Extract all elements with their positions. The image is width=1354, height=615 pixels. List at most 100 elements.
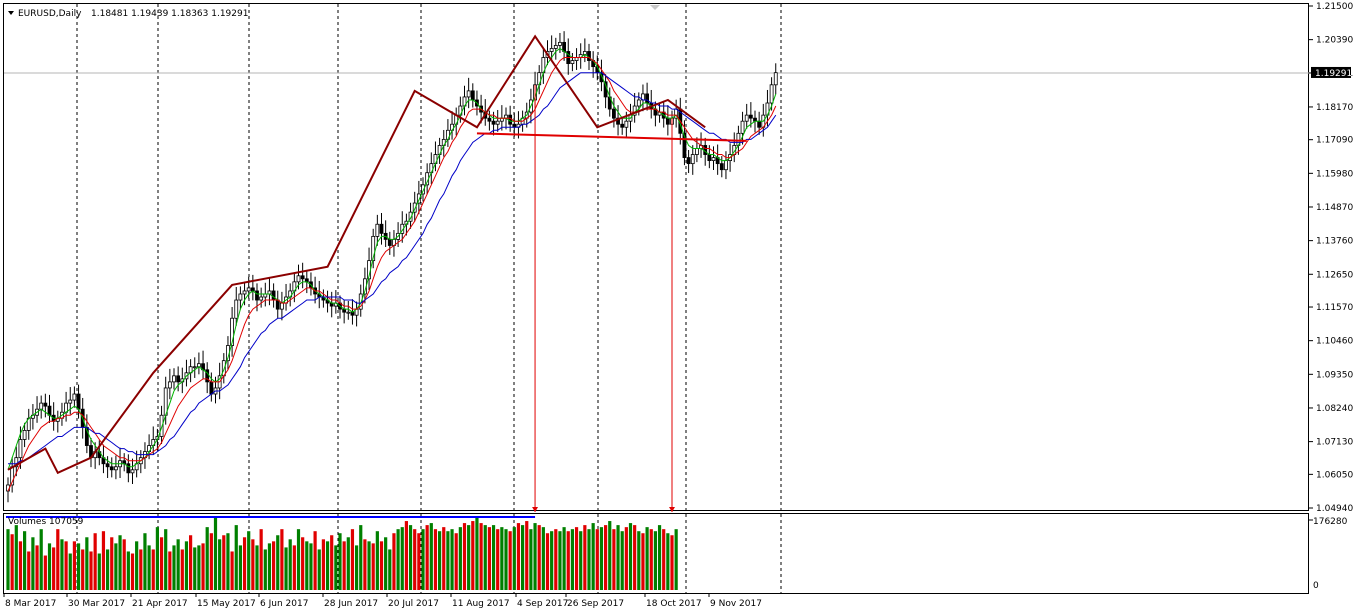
candle-body: [724, 160, 728, 171]
candle-body: [636, 99, 641, 107]
volume-bar: [197, 545, 201, 590]
candle-body: [192, 366, 197, 369]
volume-bar: [404, 521, 408, 590]
candle-body: [620, 123, 625, 128]
volume-bar: [201, 543, 205, 590]
candle-body: [421, 184, 425, 195]
volume-bar: [587, 529, 591, 590]
volume-bar: [251, 539, 255, 590]
candle-body: [279, 302, 284, 310]
candle-body: [22, 429, 27, 440]
volume-bar: [504, 529, 508, 590]
candle-body: [740, 120, 745, 134]
arrow-down-icon: [532, 507, 539, 512]
volume-bar: [612, 529, 616, 590]
volume-bar: [39, 529, 43, 590]
candle-body: [114, 466, 118, 471]
price-tick-label: 1.04940: [1316, 504, 1353, 514]
volume-bar: [209, 533, 213, 590]
price-tick-label: 1.14870: [1316, 203, 1353, 213]
candle-body: [296, 275, 301, 283]
time-tick-label: 8 Mar 2017: [5, 599, 56, 609]
volume-bar: [649, 529, 653, 590]
symbol-menu-triangle-icon[interactable]: [8, 11, 14, 15]
volume-bar: [60, 539, 64, 590]
volume-bar: [213, 517, 218, 590]
volume-bar: [433, 529, 438, 590]
candle-body: [695, 148, 699, 155]
candle-body: [371, 235, 376, 262]
volume-bar: [516, 523, 521, 590]
current-price-text: 1.19291: [1315, 69, 1352, 79]
volume-bar: [168, 551, 172, 590]
volume-bar: [342, 541, 346, 590]
candle-body: [275, 299, 280, 310]
candle-body: [703, 145, 708, 155]
volume-bar: [35, 545, 39, 590]
price-tick-label: 1.17090: [1316, 136, 1353, 146]
candle-body: [558, 41, 562, 46]
candle-body: [645, 93, 649, 104]
volume-bar: [371, 543, 375, 590]
volume-label: Volumes 107059: [8, 517, 84, 527]
candle-body: [744, 114, 749, 122]
volume-bar: [296, 529, 301, 590]
candle-body: [18, 439, 23, 459]
volume-bar: [218, 539, 222, 590]
candle-body: [172, 375, 176, 383]
volume-bar: [184, 541, 189, 590]
volume-bar: [359, 525, 363, 590]
candle-body: [773, 72, 778, 86]
volume-bar: [106, 549, 110, 590]
candle-body: [470, 90, 475, 101]
price-tick-label: 1.20390: [1316, 36, 1353, 46]
candle-body: [508, 114, 513, 125]
candle-body: [769, 84, 774, 104]
candle-body: [167, 381, 172, 389]
volume-bar: [89, 551, 93, 590]
candle-body: [495, 120, 500, 125]
volume-bar: [276, 535, 280, 590]
volume-bar: [633, 525, 637, 590]
price-tick-label: 1.06050: [1316, 470, 1353, 480]
volume-bar: [487, 527, 491, 590]
volume-bar: [408, 525, 413, 590]
volume-bar: [151, 549, 155, 590]
candle-body: [570, 60, 575, 64]
volume-bar: [155, 527, 159, 590]
symbol-title[interactable]: EURUSD,Daily: [18, 9, 82, 19]
volume-bar: [164, 529, 168, 590]
main-pane-frame: [3, 3, 1309, 511]
pattern-overlay[interactable]: [7, 34, 747, 512]
volume-bar: [450, 529, 454, 590]
price-tick-label: 1.07130: [1316, 438, 1353, 448]
volume-bar: [189, 535, 193, 590]
candle-body: [76, 393, 81, 410]
volume-bar: [313, 531, 317, 590]
volume-bar: [263, 549, 267, 590]
volume-bar: [462, 523, 467, 590]
volume-bar: [624, 527, 628, 590]
scroll-marker-icon[interactable]: [650, 5, 660, 10]
time-tick-label: 6 Jun 2017: [260, 599, 308, 609]
volume-bar: [508, 531, 512, 590]
volume-bar: [234, 525, 238, 590]
volume-bar: [512, 527, 516, 590]
arrow-down-icon: [669, 507, 675, 512]
candle-body: [707, 154, 712, 162]
volume-bar: [159, 537, 164, 590]
volume-bar: [421, 529, 425, 590]
volume-bar: [363, 539, 367, 590]
candle-body: [234, 299, 239, 319]
price-tick-label: 1.09350: [1316, 370, 1353, 380]
candle-body: [105, 463, 110, 468]
pattern-zigzag: [7, 34, 706, 475]
period-separators: [76, 4, 782, 593]
volume-bar: [68, 553, 72, 590]
time-tick-label: 15 May 2017: [197, 599, 256, 609]
candle-body: [690, 154, 695, 165]
volume-bar: [259, 529, 263, 590]
volume-bar: [6, 529, 10, 590]
candle-body: [242, 290, 247, 295]
